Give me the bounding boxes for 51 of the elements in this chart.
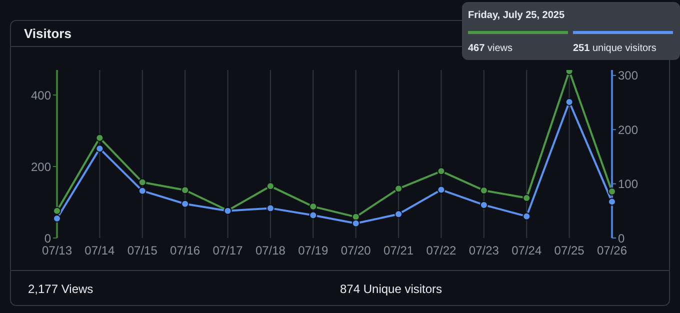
x-tick-label: 07/21 <box>384 244 414 258</box>
text: 2,177 Views <box>28 282 94 296</box>
point <box>309 202 318 211</box>
x-tick-label: 07/23 <box>468 244 500 258</box>
x-tick-label: 07/18 <box>255 244 286 258</box>
y-tick-label: 400 <box>30 88 52 102</box>
y2-tick-label: 300 <box>618 68 638 83</box>
y-tick-label: 0 <box>44 231 52 246</box>
point <box>608 198 616 206</box>
x-tick-label: 07/15 <box>127 244 158 258</box>
text: 251 unique visitors <box>573 43 656 54</box>
point <box>394 184 403 193</box>
point <box>608 188 616 196</box>
point <box>437 167 446 176</box>
point <box>266 182 274 190</box>
y2-tick-label: 0 <box>618 231 625 246</box>
point <box>53 206 61 215</box>
point <box>181 200 190 208</box>
x-tick-label: 07/25 <box>554 244 585 258</box>
point <box>96 144 104 153</box>
y2-tick-label: 200 <box>618 122 638 137</box>
point <box>565 98 574 106</box>
point <box>522 212 531 220</box>
point <box>53 214 61 222</box>
point <box>480 200 488 209</box>
point <box>309 211 318 220</box>
text: Friday, July 25, 2025 <box>468 10 565 21</box>
x-tick-label: 07/20 <box>340 244 372 258</box>
text: 467 views <box>468 43 512 54</box>
text: 874 Unique visitors <box>340 282 442 296</box>
point <box>437 186 446 194</box>
point <box>394 210 403 218</box>
point <box>522 194 531 202</box>
x-tick-label: 07/24 <box>512 244 542 258</box>
x-tick-label: 07/22 <box>426 244 457 258</box>
x-tick-label: 07/17 <box>212 244 244 258</box>
point <box>266 204 274 212</box>
x-tick-label: 07/26 <box>596 244 628 258</box>
point <box>96 134 104 142</box>
x-tick-label: 07/14 <box>84 244 116 258</box>
chart-title: Visitors <box>24 26 72 41</box>
point <box>480 186 488 194</box>
point <box>138 178 146 186</box>
point <box>138 186 146 195</box>
point <box>181 186 190 194</box>
point <box>352 219 360 228</box>
x-tick-label: 07/13 <box>42 244 72 258</box>
x-tick-label: 07/16 <box>170 244 200 258</box>
x-tick-label: 07/19 <box>298 244 328 258</box>
y-tick-label: 200 <box>30 160 52 174</box>
y2-tick-label: 100 <box>618 177 638 192</box>
